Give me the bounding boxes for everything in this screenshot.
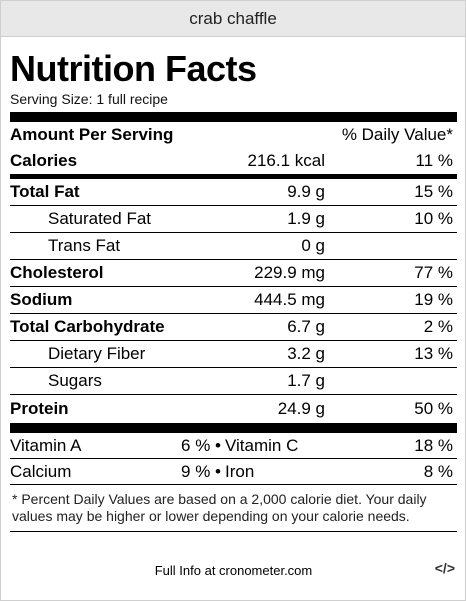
vitamin-a-label: Vitamin A [10, 435, 82, 455]
nutrient-label: Trans Fat [48, 236, 121, 255]
cronometer-link[interactable]: Full Info at cronometer.com [154, 562, 313, 578]
divider-medium [10, 174, 457, 179]
calories-row: Calories 216.1 kcal 11 % [10, 147, 457, 174]
vitamin-a-value: 6 % • [181, 435, 221, 455]
nutrient-amount: 444.5 mg [254, 290, 325, 309]
nutrient-row-sodium: Sodium 444.5 mg 19 % [10, 287, 457, 314]
nutrient-row-total-carbohydrate: Total Carbohydrate 6.7 g 2 % [10, 314, 457, 341]
nutrient-row-protein: Protein 24.9 g 50 % [10, 395, 457, 422]
serving-size: Serving Size: 1 full recipe [10, 91, 168, 107]
recipe-title: crab chaffle [1, 1, 465, 37]
nutrient-label: Dietary Fiber [48, 344, 146, 363]
calcium-value: 9 % • [181, 461, 221, 481]
divider-thick [10, 112, 457, 122]
nutrition-facts-heading: Nutrition Facts [10, 48, 257, 89]
nutrient-dv: 13 % [414, 344, 453, 363]
calcium-label: Calcium [10, 461, 72, 481]
daily-value-footnote: * Percent Daily Values are based on a 2,… [10, 485, 457, 532]
nutrient-row-dietary-fiber: Dietary Fiber 3.2 g 13 % [10, 341, 457, 368]
nutrient-label: Cholesterol [10, 263, 104, 282]
nutrient-row-saturated-fat: Saturated Fat 1.9 g 10 % [10, 206, 457, 233]
nutrient-amount: 1.9 g [287, 209, 325, 228]
vitamin-c-label: Vitamin C [225, 435, 299, 455]
nutrient-row-trans-fat: Trans Fat 0 g [10, 233, 457, 260]
nutrient-label: Total Fat [10, 182, 80, 201]
nutrient-label: Saturated Fat [48, 209, 152, 228]
calories-label: Calories [10, 150, 78, 170]
embed-code-icon[interactable]: </> [434, 560, 455, 576]
vitamin-row: Vitamin A 6 % • Vitamin C 18 % [10, 433, 457, 459]
nutrient-dv: 10 % [414, 209, 453, 228]
nutrient-row-sugars: Sugars 1.7 g [10, 368, 457, 395]
nutrient-row-cholesterol: Cholesterol 229.9 mg 77 % [10, 260, 457, 287]
footer: Full Info at cronometer.com </> [10, 557, 457, 583]
nutrient-label: Total Carbohydrate [10, 317, 165, 336]
nutrient-label: Protein [10, 398, 69, 418]
nutrient-label: Sugars [48, 371, 102, 390]
nutrient-amount: 3.2 g [287, 344, 325, 363]
vitamin-c-value: 18 % [414, 435, 453, 455]
nutrient-row-total-fat: Total Fat 9.9 g 15 % [10, 179, 457, 206]
nutrient-amount: 0 g [301, 236, 325, 255]
nutrient-amount: 229.9 mg [254, 263, 325, 282]
iron-label: Iron [225, 461, 255, 481]
nutrient-label: Sodium [10, 290, 73, 309]
nutrient-dv: 2 % [423, 317, 453, 336]
nutrient-dv: 50 % [414, 398, 453, 418]
daily-value-label: % Daily Value* [341, 124, 453, 144]
amount-header-row: Amount Per Serving % Daily Value* [10, 122, 457, 147]
nutrient-amount: 1.7 g [287, 371, 325, 390]
nutrient-dv: 19 % [414, 290, 453, 309]
amount-per-serving-label: Amount Per Serving [10, 124, 174, 144]
calories-dv: 11 % [415, 150, 454, 170]
calories-amount: 216.1 kcal [247, 150, 326, 170]
nutrient-amount: 24.9 g [277, 398, 325, 418]
nutrient-dv: 15 % [414, 182, 453, 201]
vitamin-row: Calcium 9 % • Iron 8 % [10, 459, 457, 485]
nutrition-panel: Nutrition Facts Serving Size: 1 full rec… [10, 46, 457, 532]
iron-value: 8 % [423, 461, 453, 481]
nutrient-dv: 77 % [414, 263, 453, 282]
nutrient-amount: 9.9 g [287, 182, 325, 201]
nutrient-amount: 6.7 g [287, 317, 325, 336]
divider-thick [10, 423, 457, 433]
